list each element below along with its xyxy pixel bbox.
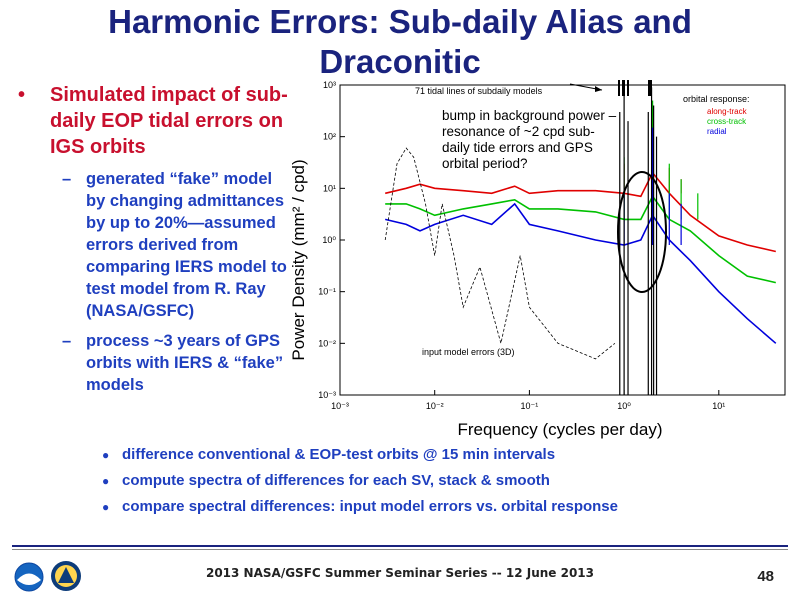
bullet-dot-icon: ● bbox=[102, 474, 110, 488]
legend-title: orbital response: bbox=[683, 94, 750, 104]
slide-title: Harmonic Errors: Sub-daily Alias and Dra… bbox=[0, 2, 800, 82]
power-spectrum-chart: 10⁻³ 10⁻² 10⁻¹ 10⁰ 10¹ 10³ 10² 10¹ 10⁰ 10⁻¹ 10⁻² 10… bbox=[290, 80, 786, 439]
sub-sub-bullet-2: ● compute spectra of differences for eac… bbox=[100, 472, 800, 490]
bullet-dot-icon: ● bbox=[102, 500, 110, 514]
bullet-main-text: Simulated impact of sub-daily EOP tidal … bbox=[50, 84, 288, 158]
sub-sub-bullet-1-text: difference conventional & EOP-test orbit… bbox=[122, 446, 556, 463]
x-tick-label: 10⁻¹ bbox=[521, 401, 539, 411]
bullet-dot-icon: • bbox=[18, 84, 26, 106]
bump-ellipse bbox=[617, 171, 667, 293]
sub-sub-bullet-3-text: compare spectral differences: input mode… bbox=[122, 498, 618, 515]
title-line-1: Harmonic Errors: Sub-daily Alias and bbox=[108, 3, 692, 40]
page-number: 48 bbox=[757, 568, 774, 585]
legend-cross-track: cross-track bbox=[707, 117, 747, 126]
bump-annotation: bump in background power – resonance of … bbox=[442, 108, 617, 171]
input-errors-label: input model errors (3D) bbox=[422, 347, 515, 357]
bullet-dot-icon: ● bbox=[102, 448, 110, 462]
y-tick-label: 10¹ bbox=[323, 183, 336, 193]
x-tick-label: 10⁻³ bbox=[331, 401, 349, 411]
y-axis-label: Power Density (mm² / cpd) bbox=[290, 159, 308, 360]
x-tick-label: 10⁰ bbox=[617, 401, 631, 411]
sub-bullet-2: – process ~3 years of GPS orbits with IE… bbox=[18, 330, 290, 396]
x-tick-label: 10⁻² bbox=[426, 401, 444, 411]
tidal-arrow-head-icon bbox=[595, 86, 602, 92]
sub-sub-bullet-1: ● difference conventional & EOP-test orb… bbox=[100, 446, 800, 464]
series-line-2 bbox=[385, 202, 777, 344]
sub-bullet-2-text: process ~3 years of GPS orbits with IERS… bbox=[86, 332, 284, 394]
tidal-lines-bar bbox=[618, 80, 652, 96]
sub-bullet-1: – generated “fake” model by changing adm… bbox=[18, 168, 290, 322]
noaa-logo-icon bbox=[14, 562, 44, 592]
y-tick-label: 10² bbox=[323, 132, 336, 142]
bullet-main: • Simulated impact of sub-daily EOP tida… bbox=[18, 82, 290, 160]
y-tick-label: 10⁰ bbox=[322, 235, 336, 245]
title-line-2: Draconitic bbox=[319, 43, 481, 80]
y-tick-label: 10⁻² bbox=[318, 338, 336, 348]
bullet-list: • Simulated impact of sub-daily EOP tida… bbox=[18, 82, 290, 396]
series-line-1 bbox=[385, 194, 776, 284]
y-tick-label: 10⁻¹ bbox=[318, 287, 336, 297]
series-group bbox=[384, 87, 777, 395]
footer-divider bbox=[12, 545, 788, 547]
dash-icon: – bbox=[62, 170, 72, 188]
series-line-3 bbox=[384, 147, 616, 360]
series-line-0 bbox=[385, 171, 776, 253]
y-tick-label: 10⁻³ bbox=[318, 390, 336, 400]
legend-radial: radial bbox=[707, 127, 727, 136]
footer-text: 2013 NASA/GSFC Summer Seminar Series -- … bbox=[205, 566, 594, 580]
dash-icon: – bbox=[62, 332, 72, 350]
footer-divider-thin bbox=[12, 549, 788, 550]
sub-sub-bullet-2-text: compute spectra of differences for each … bbox=[122, 472, 550, 489]
x-axis-label: Frequency (cycles per day) bbox=[457, 420, 662, 439]
x-tick-label: 10¹ bbox=[712, 401, 725, 411]
y-tick-label: 10³ bbox=[323, 80, 336, 90]
geodetic-survey-logo-icon bbox=[51, 561, 81, 591]
sub-sub-bullet-3: ● compare spectral differences: input mo… bbox=[100, 498, 800, 516]
tidal-lines-label: 71 tidal lines of subdaily models bbox=[415, 86, 543, 96]
sub-bullet-1-text: generated “fake” model by changing admit… bbox=[86, 170, 287, 320]
bump-annotation-text: bump in background power – resonance of … bbox=[442, 108, 617, 171]
legend-along-track: along-track bbox=[707, 107, 748, 116]
